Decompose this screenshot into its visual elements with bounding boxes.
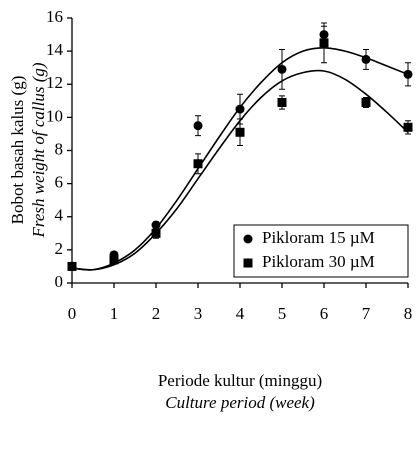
x-tick-label: 3: [194, 304, 203, 323]
point: [193, 159, 203, 169]
point: [361, 54, 371, 64]
y-tick-label: 16: [46, 7, 63, 26]
y-tick-label: 0: [55, 272, 64, 291]
point: [403, 122, 413, 132]
y-tick-label: 12: [46, 73, 63, 92]
x-axis-label: Culture period (week): [165, 393, 315, 412]
y-axis-label: Fresh weight of callus (g): [29, 62, 48, 238]
x-tick-label: 6: [320, 304, 329, 323]
point: [193, 121, 203, 131]
x-tick-label: 4: [236, 304, 245, 323]
point: [67, 261, 77, 271]
point: [403, 69, 413, 79]
point: [151, 228, 161, 238]
y-tick-label: 8: [55, 139, 64, 158]
point: [109, 255, 119, 265]
point: [319, 38, 329, 48]
legend-marker: [243, 258, 253, 268]
x-tick-label: 0: [68, 304, 77, 323]
legend-marker: [243, 234, 253, 244]
x-tick-label: 2: [152, 304, 161, 323]
x-tick-label: 8: [404, 304, 413, 323]
x-axis-label: Periode kultur (minggu): [158, 371, 322, 390]
point: [277, 64, 287, 74]
y-tick-label: 10: [46, 106, 63, 125]
x-tick-label: 1: [110, 304, 119, 323]
y-axis-label: Bobot basah kalus (g): [8, 76, 27, 225]
y-tick-label: 6: [55, 173, 64, 192]
x-tick-label: 5: [278, 304, 287, 323]
x-tick-label: 7: [362, 304, 371, 323]
y-tick-label: 2: [55, 239, 64, 258]
point: [151, 220, 161, 230]
point: [361, 97, 371, 107]
point: [277, 97, 287, 107]
legend-label: Pikloram 30 µM: [262, 252, 375, 271]
y-tick-label: 14: [46, 40, 64, 59]
point: [235, 104, 245, 114]
legend-label: Pikloram 15 µM: [262, 228, 375, 247]
legend-box: [233, 224, 409, 278]
y-tick-label: 4: [55, 206, 64, 225]
point: [235, 127, 245, 137]
